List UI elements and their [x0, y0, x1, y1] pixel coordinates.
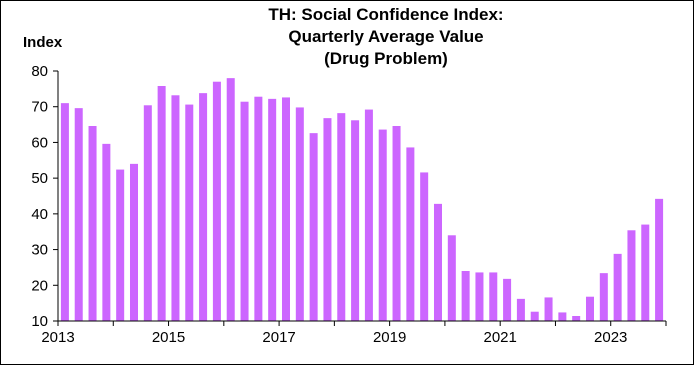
- bar-2018-Q1: [337, 113, 346, 321]
- axes-group: 10 20 30 40 50 60 70 80 2013 2015 2017 2019 2021 2023: [31, 63, 667, 346]
- x-tick-label-2021: 2021: [483, 329, 516, 346]
- x-tick-label-2023: 2023: [594, 329, 627, 346]
- bar-2017-Q4: [323, 118, 332, 321]
- x-tick-label-2017: 2017: [262, 329, 295, 346]
- bar-2014-Q1: [116, 169, 125, 321]
- bar-2019-Q3: [420, 172, 429, 321]
- bar-2021-Q1: [503, 278, 512, 321]
- bar-2019-Q1: [392, 126, 401, 321]
- bar-2023-Q2: [627, 230, 636, 321]
- bar-2022-Q3: [585, 296, 594, 321]
- bar-2021-Q3: [530, 311, 539, 321]
- x-tick-label-2013: 2013: [41, 329, 74, 346]
- y-tick-label-40: 40: [31, 206, 48, 223]
- y-tick-label-50: 50: [31, 170, 48, 187]
- y-tick-label-70: 70: [31, 99, 48, 116]
- bar-2015-Q3: [199, 93, 208, 321]
- x-tick-label-2019: 2019: [373, 329, 406, 346]
- bar-2022-Q1: [558, 312, 567, 321]
- bar-2016-Q3: [254, 96, 263, 322]
- bar-2022-Q4: [599, 273, 608, 321]
- bar-2016-Q4: [268, 98, 277, 321]
- bar-2016-Q2: [240, 101, 249, 322]
- bar-2023-Q4: [655, 198, 664, 321]
- bar-2013-Q4: [102, 143, 111, 321]
- title-line-3: (Drug Problem): [324, 49, 448, 68]
- x-tick-label-2015: 2015: [152, 329, 185, 346]
- bar-2016-Q1: [226, 78, 235, 321]
- y-tick-label-20: 20: [31, 277, 48, 294]
- y-tick-label-30: 30: [31, 242, 48, 259]
- y-tick-label-60: 60: [31, 134, 48, 151]
- bar-2023-Q3: [641, 224, 650, 321]
- bar-2015-Q1: [171, 95, 180, 321]
- bar-2013-Q3: [88, 126, 97, 321]
- bar-2013-Q1: [60, 103, 69, 321]
- bar-2018-Q4: [378, 129, 387, 321]
- y-tick-label-10: 10: [31, 313, 48, 330]
- bar-2017-Q2: [295, 107, 304, 322]
- bar-2019-Q4: [433, 203, 442, 321]
- bar-2014-Q2: [129, 163, 138, 321]
- bar-2015-Q4: [212, 81, 221, 322]
- bar-2014-Q3: [143, 105, 152, 321]
- bar-2020-Q2: [461, 271, 470, 321]
- y-axis-label: Index: [23, 34, 63, 51]
- bar-2018-Q3: [364, 109, 373, 321]
- bar-2021-Q2: [516, 298, 525, 321]
- bars-group: [60, 78, 664, 322]
- bar-2020-Q3: [475, 272, 484, 321]
- chart-title: TH: Social Confidence Index: Quarterly A…: [268, 5, 503, 68]
- bar-2017-Q3: [309, 133, 318, 321]
- bar-2020-Q4: [489, 272, 498, 321]
- bar-2013-Q2: [74, 108, 83, 321]
- bar-2022-Q2: [572, 316, 581, 321]
- title-line-2: Quarterly Average Value: [288, 27, 483, 46]
- bar-2019-Q2: [406, 147, 415, 321]
- title-line-1: TH: Social Confidence Index:: [268, 5, 503, 24]
- bar-2021-Q4: [544, 297, 553, 321]
- y-tick-label-80: 80: [31, 63, 48, 80]
- bar-2018-Q2: [351, 120, 360, 321]
- bar-2017-Q1: [281, 97, 290, 322]
- bar-2023-Q1: [613, 253, 622, 321]
- bar-2014-Q4: [157, 86, 166, 321]
- bar-2015-Q2: [185, 104, 194, 321]
- bar-2020-Q1: [447, 235, 456, 321]
